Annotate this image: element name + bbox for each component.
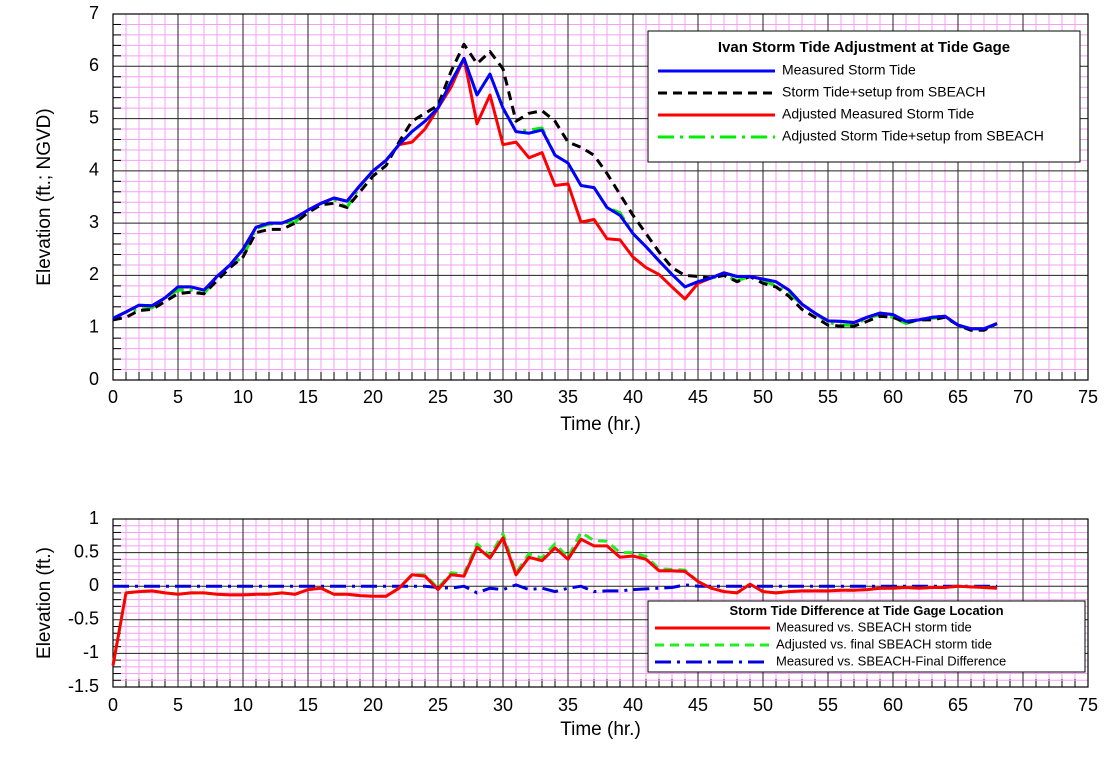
legend-label: Measured Storm Tide — [782, 62, 916, 78]
x-tick-label: 60 — [883, 387, 903, 407]
series-line — [113, 583, 997, 595]
y-tick-label: 0 — [89, 575, 99, 595]
x-tick-label: 0 — [108, 695, 118, 715]
x-tick-label: 15 — [298, 695, 318, 715]
legend-label: Measured vs. SBEACH-Final Difference — [776, 653, 1006, 668]
x-tick-label: 55 — [818, 695, 838, 715]
legend-box — [647, 30, 1081, 163]
x-tick-label: 25 — [428, 695, 448, 715]
x-tick-label: 75 — [1078, 695, 1098, 715]
series-line — [111, 536, 998, 666]
y-axis-label: Elevation (ft.; NGVD) — [34, 108, 55, 285]
x-tick-label: 70 — [1013, 695, 1033, 715]
x-tick-label: 40 — [623, 695, 643, 715]
x-tick-label: 75 — [1078, 387, 1098, 407]
legend-title: Storm Tide Difference at Tide Gage Locat… — [729, 603, 1003, 618]
x-tick-label: 35 — [558, 695, 578, 715]
x-tick-label: 10 — [233, 387, 253, 407]
x-tick-label: 5 — [173, 387, 183, 407]
x-tick-label: 50 — [753, 387, 773, 407]
plot-frame — [112, 13, 1089, 381]
y-tick-label: 5 — [89, 107, 99, 127]
y-tick-label: -0.5 — [68, 609, 99, 629]
legend-label: Adjusted vs. final SBEACH storm tide — [776, 636, 992, 651]
x-tick-label: 45 — [688, 695, 708, 715]
legend-label: Adjusted Measured Storm Tide — [782, 106, 974, 122]
plot-frame — [112, 518, 1089, 688]
y-tick-label: -1 — [83, 642, 99, 662]
x-tick-label: 70 — [1013, 387, 1033, 407]
legend-label: Storm Tide+setup from SBEACH — [782, 84, 985, 100]
x-tick-label: 30 — [493, 695, 513, 715]
y-tick-label: 7 — [89, 3, 99, 23]
x-tick-label: 10 — [233, 695, 253, 715]
x-tick-label: 60 — [883, 695, 903, 715]
x-tick-label: 30 — [493, 387, 513, 407]
y-tick-label: 1 — [89, 508, 99, 528]
y-tick-label: 2 — [89, 264, 99, 284]
y-tick-label: -1.5 — [68, 676, 99, 696]
x-tick-label: 35 — [558, 387, 578, 407]
y-axis-label: Elevation (ft.) — [34, 547, 55, 659]
x-tick-label: 15 — [298, 387, 318, 407]
x-tick-label: 25 — [428, 387, 448, 407]
x-tick-label: 20 — [363, 387, 383, 407]
y-tick-label: 0.5 — [74, 541, 99, 561]
x-tick-label: 20 — [363, 695, 383, 715]
x-axis-label: Time (hr.) — [560, 719, 641, 740]
y-tick-label: 3 — [89, 212, 99, 232]
x-tick-label: 55 — [818, 387, 838, 407]
legend-title: Ivan Storm Tide Adjustment at Tide Gage — [718, 39, 1010, 56]
x-tick-label: 65 — [948, 387, 968, 407]
x-tick-label: 40 — [623, 387, 643, 407]
legend-label: Measured vs. SBEACH storm tide — [776, 619, 972, 634]
x-tick-label: 0 — [108, 387, 118, 407]
y-tick-label: 0 — [89, 369, 99, 389]
legend-label: Adjusted Storm Tide+setup from SBEACH — [782, 128, 1044, 144]
x-tick-label: 65 — [948, 695, 968, 715]
y-tick-label: 6 — [89, 55, 99, 75]
y-tick-label: 1 — [89, 316, 99, 336]
series-line — [112, 42, 998, 332]
series-line — [112, 56, 998, 331]
x-tick-label: 5 — [173, 695, 183, 715]
legend-box — [647, 600, 1086, 673]
x-axis-label: Time (hr.) — [560, 414, 641, 435]
x-tick-label: 45 — [688, 387, 708, 407]
y-tick-label: 4 — [89, 160, 99, 180]
x-tick-label: 50 — [753, 695, 773, 715]
